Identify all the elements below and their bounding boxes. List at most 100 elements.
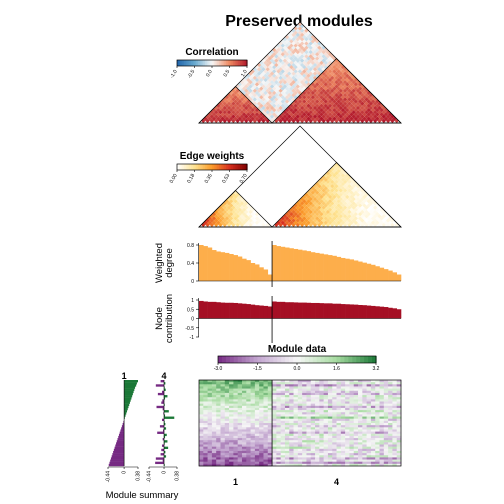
module-data-cell <box>272 412 277 415</box>
correlation-cell <box>248 80 253 85</box>
edge-weights-cell <box>332 216 337 221</box>
module-data-cell <box>388 440 393 443</box>
edge-weights-cell <box>239 184 245 189</box>
correlation-cell <box>325 88 331 93</box>
module-data-cell <box>220 392 226 396</box>
module-data-cell <box>272 429 277 432</box>
correlation-cell <box>295 49 300 55</box>
module-data-cell <box>375 392 380 396</box>
module-data-cell <box>259 440 264 443</box>
correlation-cell <box>317 114 322 119</box>
node-contribution-tick-label: -0.5 <box>185 326 194 332</box>
correlation-cell <box>220 107 225 113</box>
correlation-cell <box>375 116 380 121</box>
module-data-cell <box>375 455 380 458</box>
edge-weights-cell <box>327 211 333 217</box>
module-summary-label-1: 1 <box>122 371 127 381</box>
correlation-cell <box>244 80 249 85</box>
module-data-cell <box>263 392 269 396</box>
module-data-cell <box>323 407 329 411</box>
module-data-cell <box>306 414 312 417</box>
edge-weights-cell <box>300 171 305 176</box>
module-data-cell <box>388 453 393 456</box>
node-contribution-bar <box>332 303 337 319</box>
correlation-cell <box>362 107 367 113</box>
correlation-cell <box>214 118 219 123</box>
module-data-cell <box>392 414 398 417</box>
edge-weights-cell <box>330 205 335 210</box>
edge-weights-cell <box>274 166 279 172</box>
module-data-cell <box>297 386 303 389</box>
module-data-cell <box>263 384 269 387</box>
module-data-cell <box>203 459 208 462</box>
module-data-cell <box>302 407 307 411</box>
module-summary-bar <box>110 459 125 462</box>
correlation-cell <box>358 103 363 108</box>
correlation-cell <box>241 116 247 121</box>
correlation-cell <box>231 97 236 102</box>
module-data-cell <box>237 392 243 396</box>
module-data-cell <box>319 442 324 445</box>
correlation-cell <box>274 88 279 93</box>
module-data-cell <box>199 433 204 437</box>
module-data-cell <box>267 401 273 404</box>
module-data-cell <box>383 442 389 445</box>
module-data-cell <box>207 461 213 465</box>
module-data-cell <box>366 386 372 389</box>
module-data-cell <box>358 459 363 462</box>
correlation-cell <box>345 103 350 108</box>
correlation-cell <box>319 86 324 91</box>
correlation-cell <box>349 90 354 96</box>
module-data-cell <box>289 407 294 411</box>
module-data-cell <box>267 425 273 428</box>
correlation-cell <box>319 107 324 113</box>
edge-weights-cell <box>261 205 266 210</box>
module-data-cell <box>241 405 247 409</box>
module-data-cell <box>396 384 402 387</box>
module-data-cell <box>254 427 260 430</box>
module-data-cell <box>319 425 324 428</box>
edge-weights-cell <box>310 211 316 217</box>
correlation-cell <box>280 64 285 70</box>
correlation-cell <box>304 97 309 102</box>
module-data-cell <box>370 455 376 458</box>
edge-weights-cell <box>312 175 318 180</box>
correlation-cell <box>254 86 260 91</box>
edge-weights-cell <box>254 203 260 208</box>
edge-weights-cell <box>280 203 285 208</box>
correlation-cell <box>274 58 279 63</box>
module-data-cell <box>336 390 342 394</box>
module-data-cell <box>241 420 247 424</box>
module-data-cell <box>353 386 359 389</box>
correlation-cell <box>349 86 354 91</box>
correlation-cell <box>312 97 318 102</box>
correlation-cell <box>310 90 316 96</box>
module-data-cell <box>297 405 303 409</box>
module-summary-bar <box>118 435 125 439</box>
correlation-cell <box>340 103 346 108</box>
module-data-cell <box>332 420 337 424</box>
correlation-cell <box>302 34 307 40</box>
module-data-cell <box>199 410 204 413</box>
module-data-cell <box>246 410 251 413</box>
module-data-cell <box>293 461 299 465</box>
module-data-cell <box>362 388 367 392</box>
edge-weights-cell <box>233 211 238 217</box>
module-data-cell <box>353 399 359 402</box>
module-data-cell <box>203 382 208 385</box>
edge-weights-cell <box>278 184 283 189</box>
module-data-cell <box>302 457 307 460</box>
weighted-degree-tick-label: 0 <box>191 279 194 285</box>
edge-weights-cell <box>229 203 234 208</box>
module-data-cell <box>207 457 213 460</box>
edge-weights-cell <box>315 190 320 195</box>
edge-weights-cell <box>323 177 328 182</box>
edge-weights-legend-gradient-cell <box>191 164 194 170</box>
module-data-cell <box>224 453 230 456</box>
module-data-cell <box>375 412 380 415</box>
module-data-cell <box>340 386 346 389</box>
module-data-cell <box>237 414 243 417</box>
correlation-cell <box>261 84 266 89</box>
module-data-cell <box>297 416 303 419</box>
module-data-cell <box>349 457 355 460</box>
